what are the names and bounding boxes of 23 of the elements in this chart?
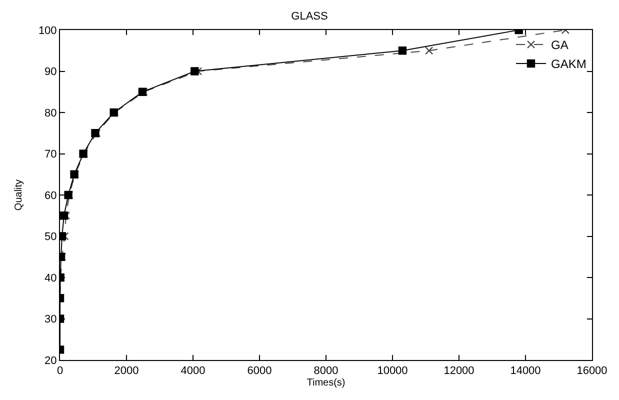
x-tick-label: 2000 <box>114 365 139 378</box>
x-tick-label: 12000 <box>444 365 474 378</box>
legend-label: GA <box>551 38 568 52</box>
y-tick-label: 50 <box>44 231 57 244</box>
y-tick-label: 70 <box>44 148 57 161</box>
x-tick-label: 0 <box>56 365 64 378</box>
y-tick-label: 100 <box>38 24 57 37</box>
x-tick-label: 10000 <box>377 365 408 378</box>
y-tick-label: 30 <box>44 314 57 326</box>
y-tick-label: 40 <box>44 272 57 284</box>
x-tick-label: 6000 <box>247 365 272 378</box>
y-tick-label: 90 <box>44 66 57 78</box>
x-tick-label: 8000 <box>314 365 338 378</box>
x-tick-label: 14000 <box>510 365 541 378</box>
chart-title: GLASS <box>291 10 328 23</box>
y-axis-title: Quality <box>13 179 24 211</box>
legend-label: GAKM <box>551 57 586 72</box>
x-axis-title: Times(s) <box>306 378 346 389</box>
y-tick-label: 80 <box>44 107 57 120</box>
x-tick-label: 4000 <box>180 365 206 378</box>
x-tick-label: 16000 <box>576 365 608 378</box>
y-tick-label: 20 <box>44 354 57 367</box>
y-tick-label: 60 <box>44 190 57 202</box>
